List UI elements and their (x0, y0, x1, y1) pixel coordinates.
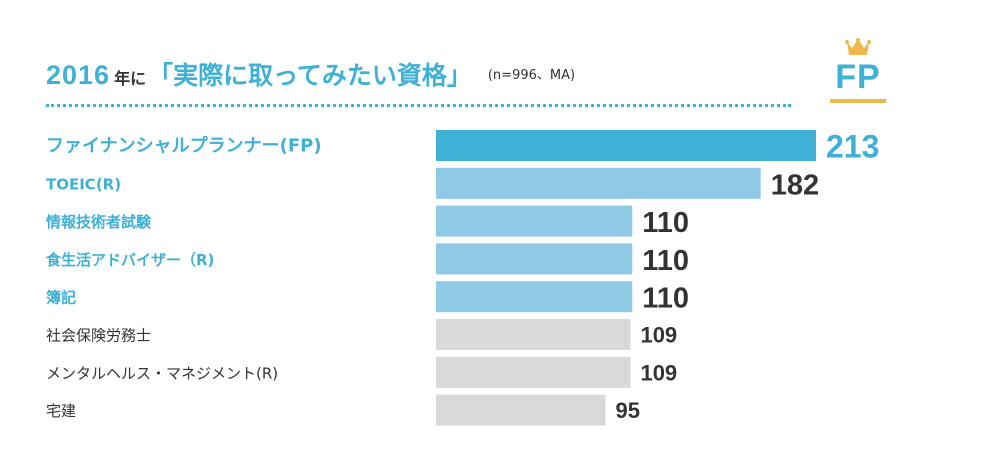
title-note: (n=996、MA) (487, 68, 576, 83)
title-mid: 年に (114, 69, 147, 88)
bar (436, 130, 816, 161)
category-label: TOEIC(R) (46, 175, 121, 193)
bar (436, 356, 631, 388)
category-label: メンタルヘルス・マネジメント(R) (46, 364, 278, 382)
category-label: 食生活アドバイザー（R) (46, 251, 214, 269)
value-label: 109 (640, 360, 677, 385)
value-label: 213 (826, 129, 879, 165)
dotted-divider (46, 104, 791, 107)
bar (436, 243, 633, 275)
category-label: 宅建 (46, 402, 76, 420)
chart-title: 2016 年に「実際に取ってみたい資格」 (n=996、MA) (46, 56, 575, 92)
crown-icon (845, 38, 871, 55)
value-label: 110 (642, 283, 689, 315)
category-label: 情報技術者試験 (46, 213, 152, 231)
bar (436, 394, 606, 426)
bar (436, 167, 761, 199)
title-main: 「実際に取ってみたい資格」 (148, 61, 472, 90)
title-year: 2016 (46, 60, 111, 90)
value-label: 110 (642, 207, 689, 239)
badge-label: FP (835, 58, 881, 96)
category-label: 簿記 (46, 289, 76, 307)
value-label: 109 (640, 323, 677, 348)
category-label: ファイナンシャルプランナー(FP) (46, 135, 322, 157)
value-label: 95 (615, 398, 639, 423)
bar (436, 281, 633, 313)
bar (436, 319, 631, 350)
value-label: 110 (642, 245, 689, 277)
value-label: 182 (771, 169, 819, 201)
bar (436, 205, 633, 237)
badge-underline (830, 99, 886, 103)
fp-badge: FP (826, 38, 890, 112)
category-label: 社会保険労務士 (46, 327, 151, 345)
